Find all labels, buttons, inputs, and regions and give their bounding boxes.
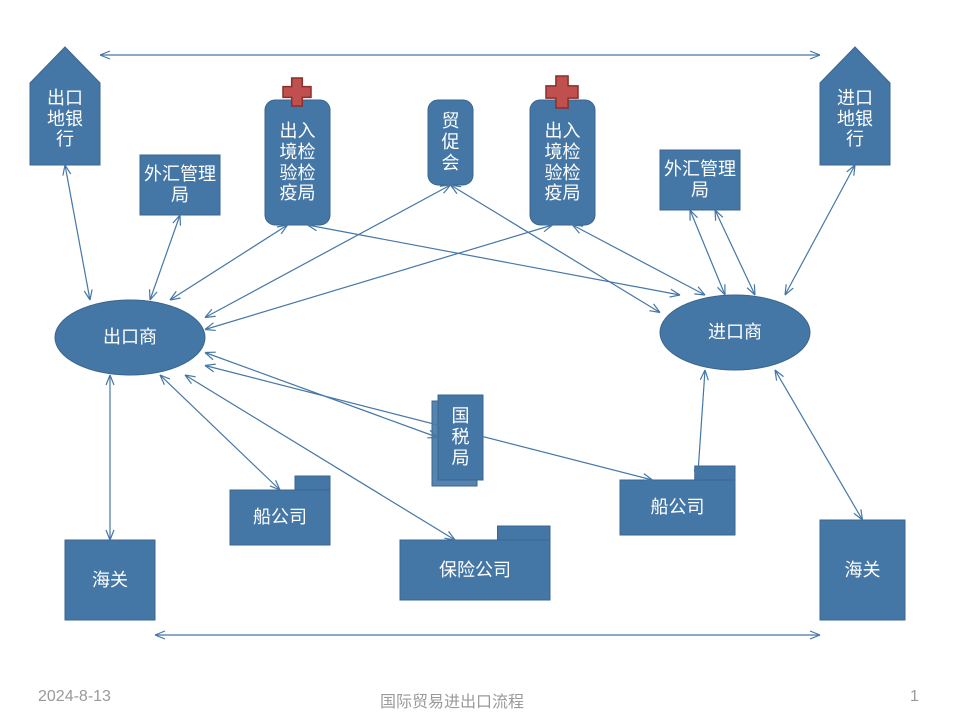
footer-title: 国际贸易进出口流程 xyxy=(380,688,524,712)
node-insurance: 保险公司 xyxy=(400,540,550,600)
node-export_bank: 出口地银行 xyxy=(30,73,100,165)
node-quarantine_r: 出入境检验检疫局 xyxy=(530,100,595,225)
node-ccpit: 贸促会 xyxy=(428,100,473,185)
node-label: 船公司 xyxy=(651,497,705,518)
node-tax: 国税局 xyxy=(438,395,483,480)
node-label: 出入境检验检疫局 xyxy=(545,121,581,204)
node-label: 进口地银行 xyxy=(837,88,873,150)
node-ship_l: 船公司 xyxy=(230,490,330,545)
node-label: 船公司 xyxy=(253,507,307,528)
node-label: 海关 xyxy=(92,570,128,591)
node-label: 外汇管理局 xyxy=(664,159,736,200)
footer-page: 1 xyxy=(910,688,919,706)
node-import_bank: 进口地银行 xyxy=(820,73,890,165)
node-importer: 进口商 xyxy=(660,295,810,370)
node-ship_r: 船公司 xyxy=(620,480,735,535)
node-label: 进口商 xyxy=(708,322,762,343)
node-label: 出口地银行 xyxy=(47,88,83,150)
node-fx_admin_l: 外汇管理局 xyxy=(140,155,220,215)
node-label: 保险公司 xyxy=(439,560,511,581)
node-exporter: 出口商 xyxy=(55,300,205,375)
node-label: 出入境检验检疫局 xyxy=(280,121,316,204)
node-label: 出口商 xyxy=(103,327,157,348)
node-label: 外汇管理局 xyxy=(144,164,216,205)
node-label: 贸促会 xyxy=(442,111,460,173)
node-label: 国税局 xyxy=(452,406,470,468)
footer-date: 2024-8-13 xyxy=(38,688,111,706)
node-fx_admin_r: 外汇管理局 xyxy=(660,150,740,210)
node-label: 海关 xyxy=(845,560,881,581)
node-customs_l: 海关 xyxy=(65,540,155,620)
node-customs_r: 海关 xyxy=(820,520,905,620)
node-quarantine_l: 出入境检验检疫局 xyxy=(265,100,330,225)
